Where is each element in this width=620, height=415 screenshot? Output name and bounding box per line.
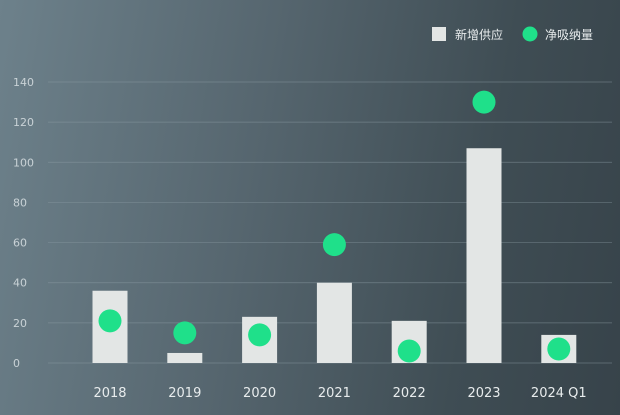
dot-2019 bbox=[173, 321, 197, 345]
bar-2021 bbox=[316, 282, 352, 363]
y-tick-label: 100 bbox=[13, 156, 34, 169]
y-tick-label: 40 bbox=[13, 277, 27, 290]
x-tick-label: 2023 bbox=[467, 386, 500, 401]
dot-2020 bbox=[248, 323, 272, 347]
y-tick-label: 0 bbox=[13, 357, 20, 370]
x-tick-label: 2022 bbox=[393, 386, 426, 401]
legend: 新增供应 净吸纳量 bbox=[432, 26, 593, 42]
y-tick-label: 140 bbox=[13, 76, 34, 89]
bar-2023 bbox=[466, 148, 502, 363]
y-axis-ticks: 0 20 40 60 80 100 120 140 bbox=[13, 76, 34, 370]
x-tick-label: 2018 bbox=[93, 386, 126, 401]
dot-2021 bbox=[322, 233, 346, 257]
x-tick-label: 2024 Q1 bbox=[531, 386, 587, 401]
x-tick-label: 2021 bbox=[318, 386, 351, 401]
legend-label-bar: 新增供应 bbox=[455, 27, 503, 42]
bar-2019 bbox=[167, 352, 203, 363]
y-tick-label: 60 bbox=[13, 237, 27, 250]
y-tick-label: 80 bbox=[13, 196, 27, 209]
y-tick-label: 120 bbox=[13, 116, 34, 129]
x-tick-label: 2019 bbox=[168, 386, 201, 401]
dot-2024-q1 bbox=[547, 337, 571, 361]
dot-2023 bbox=[472, 90, 496, 114]
dot-2018 bbox=[98, 309, 122, 333]
legend-label-dot: 净吸纳量 bbox=[545, 28, 593, 42]
dot-2022 bbox=[397, 339, 421, 363]
x-axis-labels: 2018 2019 2020 2021 2022 2023 2024 Q1 bbox=[93, 386, 586, 401]
y-tick-label: 20 bbox=[13, 317, 27, 330]
legend-swatch-bar bbox=[432, 27, 446, 41]
scatter-series bbox=[98, 90, 571, 363]
x-tick-label: 2020 bbox=[243, 386, 276, 401]
legend-swatch-dot bbox=[522, 26, 538, 42]
